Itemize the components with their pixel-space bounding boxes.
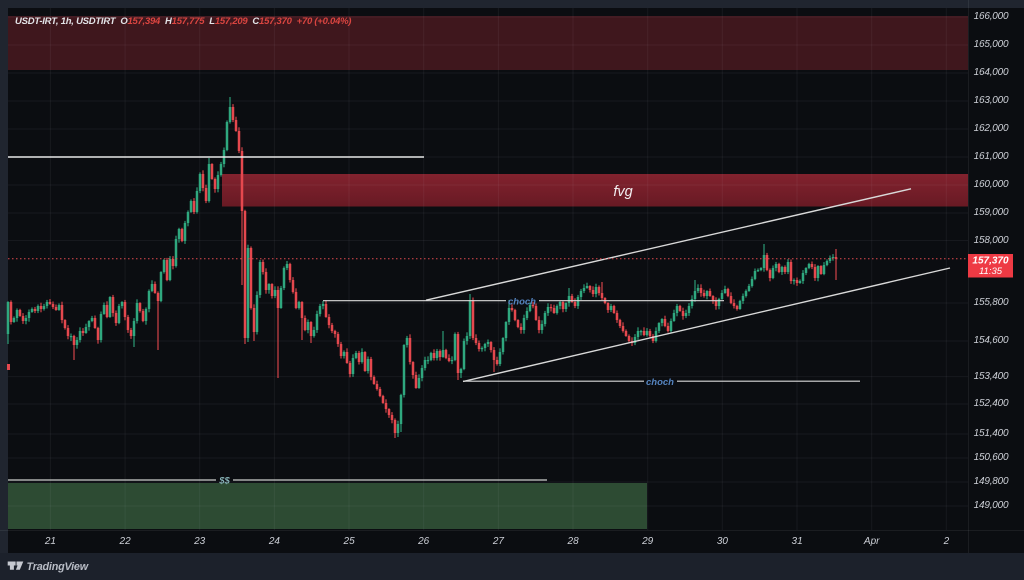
svg-text:TradingView: TradingView bbox=[27, 561, 89, 573]
svg-text:$$: $$ bbox=[218, 476, 230, 487]
svg-text:choch: choch bbox=[646, 377, 674, 388]
svg-text:11:35: 11:35 bbox=[979, 266, 1003, 277]
svg-text:choch: choch bbox=[508, 297, 536, 308]
svg-text:157,370: 157,370 bbox=[972, 256, 1009, 267]
svg-text:fvg: fvg bbox=[613, 184, 632, 200]
